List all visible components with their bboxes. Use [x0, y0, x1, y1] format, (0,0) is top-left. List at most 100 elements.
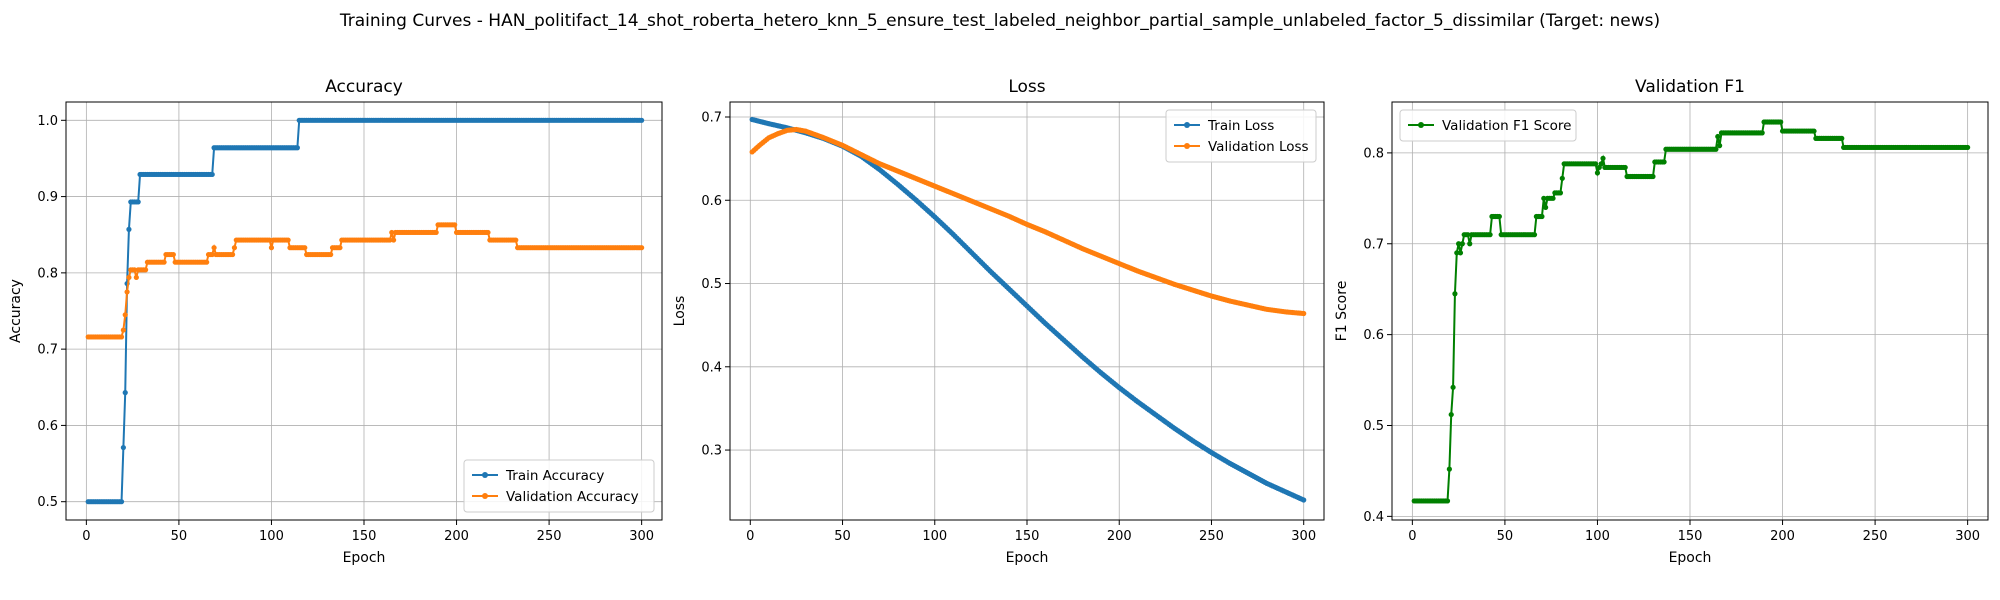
x-tick-label: 300	[629, 529, 654, 544]
data-point	[1457, 250, 1464, 256]
y-tick-label: 0.4	[701, 360, 722, 375]
data-point	[122, 312, 128, 318]
data-point	[267, 237, 273, 243]
accuracy-panel: 0 50 100 150 200 250 300 0.5 0.6 0.7 0.8 0.9 1.0 Accu…	[8, 77, 663, 566]
loss-panel: 0 50 100 150 200 250 300 0.3 0.4 0.5 0.6 0.7 Loss Epo…	[672, 77, 1325, 566]
x-tick-label: 100	[259, 529, 284, 544]
data-point	[1811, 128, 1817, 134]
y-axis-label: Loss	[672, 296, 688, 327]
x-tick-label: 0	[746, 529, 754, 544]
x-tick-label: 250	[1199, 529, 1224, 544]
data-point	[124, 289, 130, 295]
data-point	[1661, 159, 1667, 165]
x-tick-label: 150	[1678, 529, 1703, 544]
x-tick-label: 0	[82, 529, 90, 544]
legend-label: Validation Accuracy	[506, 489, 639, 505]
data-point	[294, 145, 300, 151]
data-point	[120, 327, 126, 333]
data-point	[387, 237, 393, 243]
data-point	[1717, 143, 1723, 149]
data-point	[126, 226, 132, 232]
data-point	[170, 251, 176, 258]
legend-label: Train Accuracy	[505, 468, 604, 484]
data-point	[1444, 498, 1451, 504]
data-point	[1487, 232, 1493, 238]
x-tick-label: 50	[171, 529, 188, 544]
f1-panel: 0 50 100 150 200 250 300 0.4 0.5 0.6 0.7 0.8 Validat…	[1334, 77, 1989, 566]
x-tick-label: 100	[1585, 529, 1610, 544]
legend-label: Train Loss	[1207, 118, 1274, 134]
data-point	[204, 259, 210, 265]
series-validation-loss	[749, 126, 1307, 317]
data-point	[231, 245, 238, 251]
data-point	[118, 499, 125, 505]
data-point	[433, 229, 439, 236]
data-point	[1301, 497, 1307, 503]
legend-box	[1399, 109, 1577, 142]
data-point	[1448, 411, 1454, 418]
y-tick-label: 0.5	[701, 277, 722, 292]
y-axis-label: F1 Score	[1334, 281, 1350, 342]
data-point	[1559, 175, 1565, 181]
series-line	[88, 119, 642, 503]
data-point	[513, 237, 519, 243]
data-point	[639, 117, 645, 123]
data-point	[1454, 250, 1460, 256]
y-tick-label: 0.8	[1363, 146, 1384, 161]
legend-swatch-marker	[1184, 143, 1190, 149]
y-tick-label: 0.6	[37, 419, 58, 434]
data-point	[1452, 291, 1458, 297]
data-point	[120, 444, 126, 451]
data-point	[1450, 384, 1456, 390]
data-point	[485, 229, 491, 236]
data-point	[1759, 130, 1765, 136]
x-tick-label: 300	[1955, 529, 1980, 544]
data-point	[1446, 466, 1452, 472]
x-axis-label: Epoch	[343, 550, 386, 566]
data-point	[126, 274, 132, 281]
legend-swatch-marker	[1184, 122, 1190, 128]
data-point	[142, 267, 149, 273]
x-tick-label: 200	[1107, 529, 1132, 544]
data-point	[1496, 213, 1502, 220]
x-tick-label: 150	[352, 529, 377, 544]
data-point	[1593, 161, 1599, 167]
legend-box	[1165, 109, 1317, 163]
data-point	[1456, 241, 1462, 247]
x-tick-label: 200	[1770, 529, 1795, 544]
data-point	[122, 390, 128, 396]
data-point	[1531, 232, 1538, 238]
data-point	[1539, 213, 1545, 220]
x-tick-label: 50	[1497, 529, 1514, 544]
data-point	[328, 251, 334, 258]
data-point	[1459, 241, 1465, 247]
data-point	[285, 237, 291, 243]
data-point	[133, 274, 139, 281]
data-point	[268, 245, 275, 251]
data-point	[1715, 133, 1721, 140]
x-tick-label: 200	[444, 529, 469, 544]
legend: Validation F1 Score	[1399, 109, 1577, 142]
data-point	[1541, 195, 1547, 201]
y-tick-label: 0.7	[1363, 237, 1384, 252]
data-point	[302, 245, 308, 251]
y-tick-label: 0.3	[701, 444, 722, 459]
data-point	[1465, 232, 1471, 238]
data-point	[1965, 144, 1971, 151]
data-point	[161, 259, 167, 265]
panel-title: Accuracy	[325, 77, 403, 97]
data-point	[229, 251, 236, 258]
data-point	[1557, 190, 1564, 196]
y-tick-label: 0.9	[37, 190, 58, 205]
legend-swatch-marker	[1418, 122, 1424, 128]
data-point	[1550, 195, 1556, 201]
y-tick-label: 0.6	[1363, 328, 1384, 343]
y-tick-label: 0.5	[37, 495, 58, 510]
x-tick-label: 250	[537, 529, 562, 544]
y-tick-label: 1.0	[37, 114, 58, 129]
data-point	[391, 237, 397, 243]
data-point	[1600, 155, 1606, 161]
x-tick-label: 0	[1408, 529, 1416, 544]
legend-swatch-marker	[482, 472, 488, 478]
y-tick-label: 0.7	[701, 110, 722, 125]
